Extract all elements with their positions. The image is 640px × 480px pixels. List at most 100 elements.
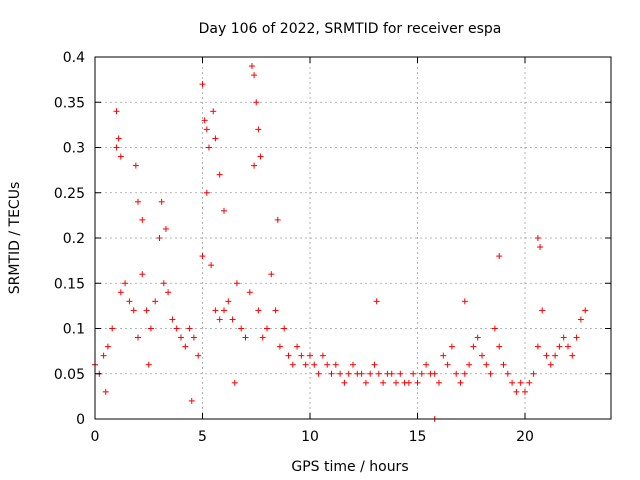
data-point <box>440 352 447 359</box>
data-point <box>496 253 503 260</box>
x-tick-label: 20 <box>516 429 534 445</box>
data-point <box>130 307 137 314</box>
data-point <box>122 280 129 287</box>
data-point <box>160 280 167 287</box>
data-point <box>298 352 305 359</box>
data-point <box>311 361 318 368</box>
data-point <box>199 81 206 88</box>
data-point <box>255 307 262 314</box>
data-point <box>212 135 219 142</box>
data-point <box>410 370 417 377</box>
data-point <box>522 388 528 395</box>
data-point <box>216 316 223 323</box>
data-point <box>113 108 120 115</box>
data-point <box>276 343 283 350</box>
data-point <box>345 370 352 377</box>
data-point <box>147 325 154 332</box>
y-axis-label: SRMTID / TECUs <box>7 182 23 295</box>
data-point <box>461 298 468 305</box>
data-point <box>156 235 163 241</box>
data-point <box>216 171 223 178</box>
data-point <box>281 325 288 332</box>
data-point <box>431 370 438 377</box>
data-point <box>257 153 264 160</box>
data-point <box>132 162 139 169</box>
data-point <box>100 352 107 359</box>
data-point <box>251 72 258 79</box>
data-point <box>272 307 279 314</box>
data-point <box>203 189 210 196</box>
data-point <box>337 370 344 377</box>
data-point <box>115 135 122 142</box>
data-point <box>461 370 468 377</box>
data-point <box>182 343 189 350</box>
data-point <box>285 352 292 359</box>
data-point <box>474 334 481 341</box>
x-tick-label: 0 <box>91 429 100 445</box>
data-point <box>135 198 141 205</box>
data-point <box>341 379 348 386</box>
data-point <box>231 379 238 386</box>
data-point <box>117 153 124 160</box>
data-point <box>444 361 451 368</box>
data-point <box>259 334 266 341</box>
data-point <box>500 361 507 368</box>
data-point <box>302 361 309 368</box>
data-point <box>534 343 541 350</box>
data-point <box>135 334 141 341</box>
data-point <box>178 334 184 341</box>
data-point <box>294 343 301 350</box>
data-point <box>547 361 554 368</box>
data-point <box>556 343 563 350</box>
data-point <box>470 343 477 350</box>
data-point <box>491 325 498 332</box>
data-point <box>233 280 240 287</box>
data-point <box>319 352 326 359</box>
data-point <box>188 397 195 404</box>
y-tick-label: 0.3 <box>63 141 85 157</box>
data-point <box>126 298 133 305</box>
data-point <box>248 63 255 70</box>
data-point <box>102 388 109 395</box>
data-point <box>221 207 227 214</box>
data-point <box>487 370 494 377</box>
data-point <box>565 343 571 350</box>
data-point <box>203 126 210 133</box>
data-point <box>582 307 589 314</box>
data-series <box>92 63 589 422</box>
y-tick-label: 0.25 <box>54 186 85 202</box>
data-point <box>577 316 584 323</box>
data-point <box>362 379 369 386</box>
data-point <box>569 352 576 359</box>
data-point <box>162 225 169 232</box>
data-point <box>255 126 262 133</box>
data-point <box>307 352 313 359</box>
data-point <box>205 144 212 151</box>
data-point <box>496 343 503 350</box>
data-point <box>104 343 111 350</box>
data-point <box>479 352 485 359</box>
data-point <box>509 379 516 386</box>
data-point <box>199 253 206 260</box>
data-point <box>504 370 511 377</box>
data-point <box>373 298 380 305</box>
data-point <box>405 379 412 386</box>
grid-lines <box>95 57 611 419</box>
y-tick-label: 0.15 <box>54 276 85 292</box>
x-tick-label: 15 <box>409 429 427 445</box>
data-point <box>225 298 232 305</box>
data-point <box>380 379 387 386</box>
data-point <box>109 325 116 332</box>
data-point <box>539 307 546 314</box>
data-point <box>201 117 208 124</box>
y-tick-label: 0.1 <box>63 322 85 338</box>
data-point <box>139 271 146 278</box>
data-point <box>289 361 296 368</box>
data-point <box>375 370 382 377</box>
data-point <box>264 325 270 332</box>
data-point <box>534 235 541 241</box>
data-point <box>414 379 421 386</box>
data-point <box>195 352 202 359</box>
